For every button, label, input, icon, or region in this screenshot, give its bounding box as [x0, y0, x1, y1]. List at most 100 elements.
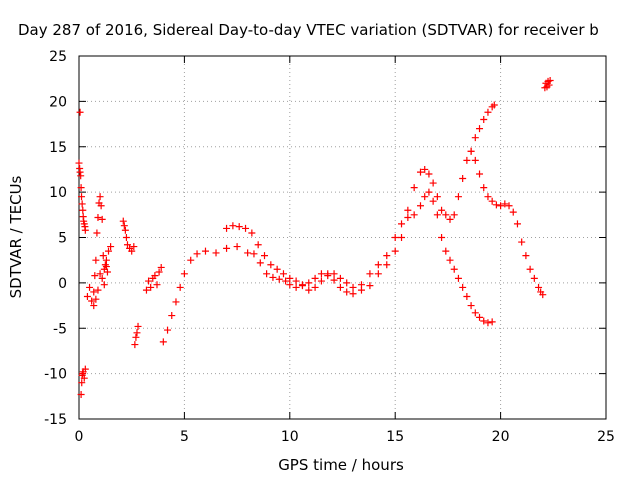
- data-point: [429, 197, 437, 205]
- data-point: [404, 214, 412, 222]
- data-point: [79, 370, 87, 378]
- data-point: [96, 193, 104, 201]
- data-point: [410, 211, 418, 219]
- data-point: [476, 313, 484, 321]
- data-point: [223, 224, 231, 232]
- data-point: [391, 247, 399, 255]
- data-point: [97, 202, 105, 210]
- data-point: [438, 206, 446, 214]
- plot-frame: [78, 55, 607, 420]
- series-early-scatter-d: [90, 263, 110, 310]
- data-point: [94, 286, 102, 294]
- data-point: [81, 226, 89, 234]
- data-point: [101, 261, 109, 269]
- data-point: [168, 312, 176, 320]
- data-point: [269, 273, 277, 281]
- data-point: [490, 101, 498, 109]
- data-point: [81, 365, 89, 373]
- data-point: [256, 259, 264, 267]
- data-point: [317, 270, 325, 278]
- data-point: [151, 272, 159, 280]
- data-point: [467, 302, 475, 310]
- data-point: [383, 252, 391, 260]
- data-point: [98, 274, 106, 282]
- data-point: [471, 134, 479, 142]
- data-point: [311, 274, 319, 282]
- data-point: [471, 309, 479, 317]
- data-point: [442, 211, 450, 219]
- data-point: [526, 265, 534, 273]
- data-point: [450, 211, 458, 219]
- data-point: [164, 326, 172, 334]
- data-point: [383, 261, 391, 269]
- data-point: [201, 247, 209, 255]
- series-upper-arc: [223, 101, 498, 294]
- data-point: [76, 168, 84, 176]
- x-tick-label: 5: [180, 429, 189, 445]
- series-late-scatter: [541, 77, 554, 92]
- data-point: [94, 214, 102, 222]
- data-point: [330, 270, 338, 278]
- data-point: [132, 333, 140, 341]
- data-point: [459, 283, 467, 291]
- data-point: [275, 275, 283, 283]
- series-lower-arc: [159, 188, 496, 346]
- data-point: [410, 184, 418, 192]
- data-point: [488, 197, 496, 205]
- data-point: [509, 208, 517, 216]
- data-point: [83, 292, 91, 300]
- data-point: [450, 265, 458, 273]
- data-point: [131, 341, 139, 349]
- data-point: [145, 277, 153, 285]
- data-point: [336, 283, 344, 291]
- data-point: [305, 279, 313, 287]
- data-point: [79, 206, 87, 214]
- data-point: [159, 338, 167, 346]
- data-point: [187, 256, 195, 264]
- data-point: [336, 274, 344, 282]
- x-tick-label: 0: [75, 429, 84, 445]
- data-point: [250, 250, 258, 258]
- data-point: [263, 270, 271, 278]
- data-point: [535, 283, 543, 291]
- axis-ticks: 0 5 10 15 20 25 -15 -10 -5 0 5 10 15 20 25: [44, 49, 615, 445]
- data-point: [463, 292, 471, 300]
- data-point: [147, 283, 155, 291]
- data-point: [454, 274, 462, 282]
- data-point: [518, 238, 526, 246]
- data-point: [374, 270, 382, 278]
- data-point: [103, 268, 111, 276]
- data-point: [107, 243, 115, 251]
- data-point: [244, 249, 252, 257]
- data-point: [286, 281, 294, 289]
- data-point: [433, 193, 441, 201]
- y-tick-label: 5: [58, 231, 67, 247]
- data-point: [100, 281, 108, 289]
- data-point: [463, 156, 471, 164]
- y-tick-label: 20: [49, 94, 67, 110]
- data-point: [134, 322, 142, 330]
- data-point: [102, 256, 110, 264]
- data-point: [92, 256, 100, 264]
- data-point: [425, 170, 433, 178]
- data-point: [366, 270, 374, 278]
- y-tick-label: 15: [49, 140, 67, 156]
- data-point: [157, 263, 165, 271]
- data-point: [292, 283, 300, 291]
- series-early-scatter-e: [119, 217, 142, 349]
- data-point: [442, 247, 450, 255]
- data-point: [142, 286, 150, 294]
- data-point: [349, 283, 357, 291]
- x-tick-label: 20: [492, 429, 510, 445]
- data-point: [324, 270, 332, 278]
- data-point: [77, 172, 85, 180]
- data-point: [492, 201, 500, 209]
- data-point: [88, 297, 96, 305]
- data-point: [343, 279, 351, 287]
- data-point: [76, 108, 84, 116]
- data-point: [488, 318, 496, 326]
- data-point: [421, 193, 429, 201]
- data-point: [546, 77, 554, 85]
- data-point: [121, 226, 129, 234]
- data-point: [96, 270, 104, 278]
